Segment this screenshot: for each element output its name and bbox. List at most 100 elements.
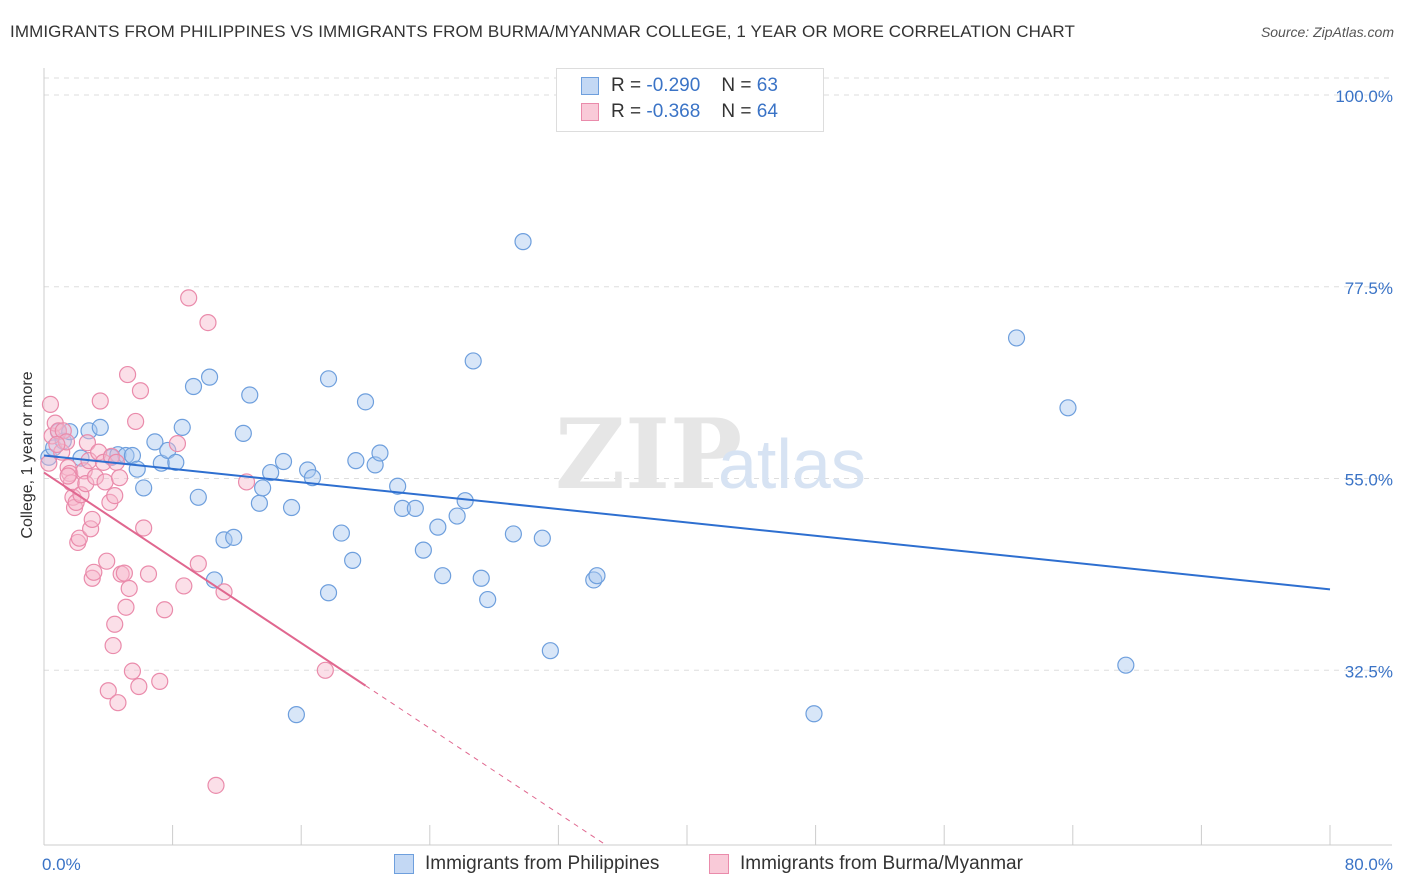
legend-n-value: 64 xyxy=(756,101,778,122)
philippines-point xyxy=(225,528,243,546)
y-tick-labels: 32.5% 55.0% 77.5% 100.0% xyxy=(1335,87,1393,681)
philippines-point xyxy=(167,453,185,471)
philippines-point xyxy=(588,567,606,585)
philippines-point xyxy=(514,233,532,251)
burma-point xyxy=(180,289,198,307)
y-tick-label: 55.0% xyxy=(1345,471,1393,490)
philippines-point xyxy=(287,706,305,724)
burma-point xyxy=(207,776,225,794)
philippines-point xyxy=(434,567,452,585)
philippines-point xyxy=(234,424,252,442)
philippines-point xyxy=(414,541,432,559)
burma-point xyxy=(104,636,122,655)
philippines-point xyxy=(215,531,233,549)
burma-point xyxy=(139,565,158,583)
burma-point xyxy=(86,468,105,486)
philippines-point xyxy=(332,524,350,542)
philippines-point xyxy=(319,584,338,602)
philippines-point xyxy=(356,393,375,411)
burma-point xyxy=(96,473,114,491)
legend-n-value: 63 xyxy=(756,75,778,96)
philippines-point xyxy=(303,469,322,487)
burma-point xyxy=(77,475,95,493)
philippines-point xyxy=(91,418,109,437)
series-label-burma: Immigrants from Burma/Myanmar xyxy=(740,853,1023,874)
burma-point xyxy=(131,382,150,400)
burma-trend-extension xyxy=(365,685,607,846)
philippines-point xyxy=(274,452,293,471)
philippines-point xyxy=(541,642,559,660)
burma-point xyxy=(78,434,97,452)
burma-point xyxy=(168,435,187,453)
burma-point xyxy=(83,569,101,587)
legend-r-label: R = xyxy=(611,101,642,122)
philippines-point xyxy=(429,518,447,536)
philippines-point xyxy=(1007,329,1026,347)
philippines-point xyxy=(533,529,551,547)
burma-point xyxy=(109,694,127,712)
philippines-point xyxy=(347,452,365,470)
legend-n-label: N = xyxy=(721,75,752,96)
philippines-point xyxy=(254,479,272,497)
series-swatch-blue xyxy=(394,854,414,874)
legend-swatch-blue xyxy=(581,77,599,95)
burma-point xyxy=(106,615,124,633)
philippines-point xyxy=(1117,656,1135,674)
gridlines xyxy=(44,77,1392,671)
philippines-point xyxy=(472,569,490,587)
x-tick-label-min: 0.0% xyxy=(42,855,81,874)
philippines-point xyxy=(250,494,269,512)
burma-point xyxy=(155,601,174,619)
philippines-point xyxy=(159,441,177,460)
philippines-point xyxy=(184,377,203,396)
x-tick-label-max: 80.0% xyxy=(1345,855,1393,874)
philippines-point xyxy=(282,498,301,517)
burma-point xyxy=(48,435,66,454)
philippines-point xyxy=(406,499,424,517)
philippines-point xyxy=(389,477,407,495)
burma-point xyxy=(175,577,193,595)
series-label-philippines: Immigrants from Philippines xyxy=(425,853,660,874)
philippines-point xyxy=(146,433,164,451)
burma-point xyxy=(120,579,138,598)
burma-point xyxy=(316,661,334,679)
burma-points xyxy=(40,289,334,794)
burma-point xyxy=(57,433,76,451)
burma-point xyxy=(90,443,108,461)
philippines-trend-line xyxy=(43,454,1331,591)
philippines-point xyxy=(393,499,412,517)
philippines-point xyxy=(241,386,259,404)
burma-point xyxy=(117,598,135,616)
philippines-point xyxy=(1059,399,1077,417)
burma-point xyxy=(91,392,109,410)
legend-r-label: R = xyxy=(611,75,642,96)
legend-swatch-pink xyxy=(581,103,599,121)
y-tick-label: 32.5% xyxy=(1345,662,1393,681)
legend-r-value: -0.290 xyxy=(646,75,701,96)
burma-point xyxy=(189,555,207,573)
burma-point xyxy=(123,662,142,680)
philippines-point xyxy=(805,705,823,723)
philippines-point xyxy=(371,444,389,462)
philippines-point xyxy=(262,463,280,482)
y-tick-label: 77.5% xyxy=(1345,279,1393,298)
philippines-point xyxy=(479,590,497,609)
philippines-point xyxy=(319,370,338,388)
burma-point xyxy=(85,563,103,581)
burma-point xyxy=(83,510,101,529)
philippines-point xyxy=(135,479,153,497)
y-axis-label: College, 1 year or more xyxy=(19,371,36,539)
burma-point xyxy=(199,313,217,332)
burma-point xyxy=(59,467,77,485)
legend-n-label: N = xyxy=(721,101,752,122)
burma-point xyxy=(135,519,153,537)
burma-point xyxy=(106,486,124,505)
philippines-point xyxy=(189,488,207,506)
series-swatch-pink xyxy=(709,854,729,874)
source-credit: Source: ZipAtlas.com xyxy=(1260,24,1394,40)
philippines-point xyxy=(173,418,191,437)
philippines-points xyxy=(40,233,1135,724)
trend-lines xyxy=(43,454,1331,846)
burma-point xyxy=(99,682,117,700)
